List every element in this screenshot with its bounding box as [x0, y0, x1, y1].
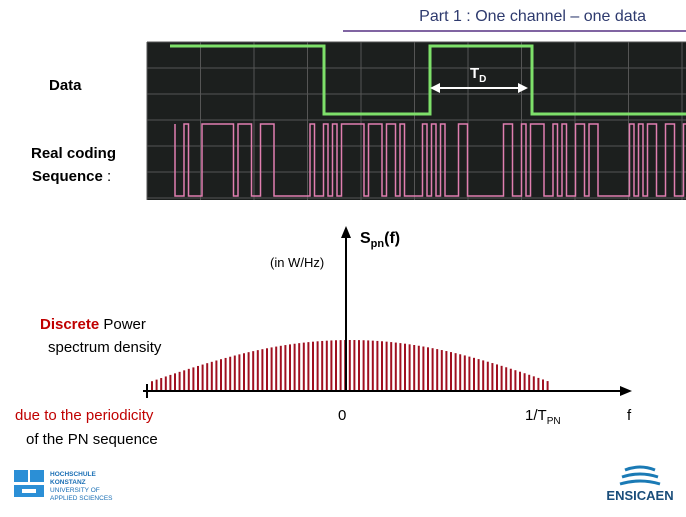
y-symbol: S — [360, 230, 371, 247]
logo-left: HOCHSCHULE KONSTANZ UNIVERSITY OF APPLIE… — [14, 470, 113, 502]
y-axis-label: Spn(f) — [360, 230, 400, 250]
y-arrow — [341, 226, 351, 238]
oscilloscope: TD — [146, 41, 686, 200]
logo-text: HOCHSCHULE — [50, 471, 97, 478]
cause: due to the periodicity — [15, 407, 154, 424]
logo-block — [30, 470, 44, 482]
x-label-end: 1/T — [525, 407, 547, 424]
y-unit: (in W/Hz) — [270, 255, 324, 270]
description-red: Discrete — [40, 316, 99, 333]
period-symbol: T — [470, 65, 479, 82]
x-axis-label: f — [627, 407, 632, 424]
description: Discrete Power — [40, 316, 146, 333]
description: spectrum density — [48, 339, 162, 356]
logo-right: ENSICAEN — [606, 465, 674, 503]
coding-label: Sequence : — [32, 168, 111, 185]
period-subscript: D — [479, 74, 486, 85]
logo-text: ENSICAEN — [606, 488, 673, 503]
y-subscript: pn — [371, 238, 385, 250]
x-label-zero: 0 — [338, 407, 346, 424]
coding-label: Real coding — [31, 145, 116, 162]
coding-label: Sequence — [32, 168, 103, 185]
spectrum — [151, 340, 549, 391]
x-label-sub: PN — [547, 416, 561, 427]
logo-block — [22, 489, 36, 493]
period-arrow — [518, 83, 528, 93]
logo-waves — [619, 465, 661, 486]
pn-trace — [174, 123, 686, 197]
logo-block — [14, 470, 28, 482]
period-arrow — [430, 83, 440, 93]
x-label-end: 1/TPN — [525, 407, 561, 427]
period-marker: TD — [430, 65, 528, 93]
y-arg: (f) — [384, 230, 400, 247]
data-label: Data — [49, 77, 82, 94]
coding-colon: : — [107, 168, 111, 185]
logo-text: UNIVERSITY OF — [50, 487, 100, 494]
x-arrow — [620, 386, 632, 396]
slide-title: Part 1 : One channel – one data — [419, 8, 646, 25]
logo-text: KONSTANZ — [50, 479, 86, 486]
period-label: TD — [470, 65, 486, 85]
logo-text: APPLIED SCIENCES — [50, 495, 113, 502]
cause: of the PN sequence — [26, 431, 158, 448]
scope-screen — [147, 42, 686, 200]
description: Power — [103, 316, 146, 333]
data-trace — [170, 44, 686, 116]
